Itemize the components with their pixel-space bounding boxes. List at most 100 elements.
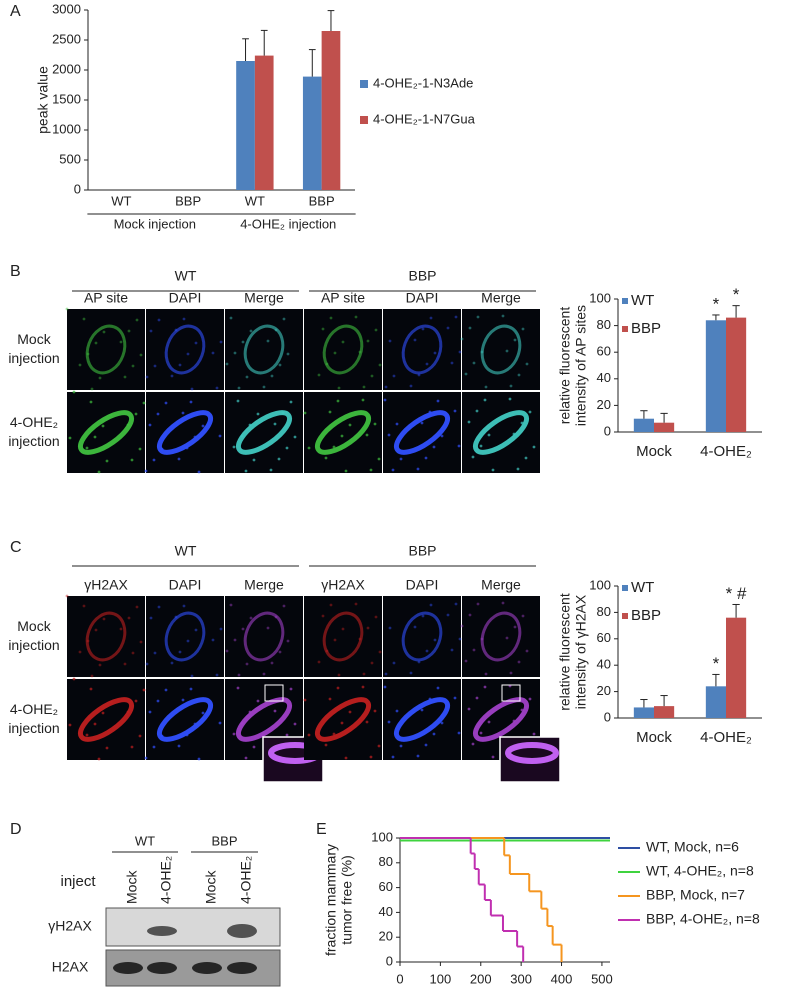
nucleus-dot [237, 386, 241, 390]
nucleus-dot [374, 328, 378, 332]
nucleus-dot [303, 698, 307, 702]
nucleus-dot [324, 456, 328, 460]
column-label: AP site [84, 290, 128, 306]
nucleus-dot [388, 339, 392, 343]
legend-swatch [622, 585, 628, 591]
nucleus-dot [273, 422, 277, 426]
panel-label: E [316, 821, 327, 838]
y-tick-label: 40 [597, 657, 611, 672]
nucleus-dot [321, 327, 325, 331]
x-tick-label: 300 [510, 971, 532, 986]
y-tick-label: 2500 [52, 31, 81, 46]
nucleus-dot [409, 384, 413, 388]
nucleus-dot [139, 353, 143, 357]
y-tick-label: 3000 [52, 1, 81, 16]
nucleus-dot [119, 340, 123, 344]
nucleus-dot [134, 699, 138, 703]
nucleus-dot [366, 626, 370, 630]
y-tick-label: 2000 [52, 61, 81, 76]
nucleus-dot [278, 363, 282, 367]
nucleus-dot [391, 755, 395, 759]
column-label: DAPI [169, 577, 202, 593]
nucleus-dot [68, 723, 72, 727]
duct [314, 410, 372, 455]
nucleus-dot [521, 614, 525, 618]
nucleus-dot [149, 616, 153, 620]
panel-label: D [10, 821, 22, 838]
duct [401, 324, 443, 375]
y-tick-label: 1000 [52, 121, 81, 136]
nucleus-dot [341, 627, 345, 631]
micrograph [225, 392, 303, 473]
column-group-header: WT [175, 268, 197, 284]
x-tick-label: 400 [551, 971, 573, 986]
nucleus-dot [528, 697, 532, 701]
micrograph [225, 596, 303, 677]
nucleus-dot [123, 662, 127, 666]
nucleus-dot [505, 636, 509, 640]
micrograph [462, 392, 540, 473]
row-label: γH2AX [48, 918, 92, 934]
y-tick-label: 1500 [52, 91, 81, 106]
column-group-header: WT [175, 543, 197, 559]
nucleus-dot [508, 397, 512, 401]
nucleus-dot [282, 604, 286, 608]
row-title: inject [60, 873, 96, 890]
nucleus-dot [378, 363, 382, 367]
nucleus-dot [303, 411, 307, 415]
nucleus-dot [131, 651, 135, 655]
nucleus-dot [416, 754, 420, 758]
nucleus-dot [102, 330, 106, 334]
nucleus-dot [361, 398, 365, 402]
nucleus-dot [517, 660, 521, 664]
nucleus-dot [119, 627, 123, 631]
nucleus-dot [131, 364, 135, 368]
nucleus-dot [90, 387, 94, 391]
nucleus-dot [236, 686, 240, 690]
nucleus-dot [446, 613, 450, 617]
nucleus-dot [340, 721, 344, 725]
nucleus-dot [476, 602, 480, 606]
nucleus-dot [328, 410, 332, 414]
nucleus-dot [440, 721, 444, 725]
legend-label: WT, Mock, n=6 [646, 839, 739, 855]
bar [705, 320, 726, 432]
nucleus-dot [332, 445, 336, 449]
nucleus-dot [189, 400, 193, 404]
micrograph [383, 596, 461, 677]
nucleus-dot [369, 755, 373, 759]
annotation: * [713, 654, 720, 673]
nucleus-dot [377, 744, 381, 748]
nucleus-dot [157, 605, 161, 609]
nucleus-dot [293, 722, 297, 726]
nucleus-dot [245, 662, 249, 666]
lane-label: Mock [203, 870, 219, 904]
nucleus-dot [383, 685, 387, 689]
nucleus-dot [337, 673, 341, 677]
nucleus-dot [142, 401, 146, 405]
nucleus-dot [354, 602, 358, 606]
bar [705, 686, 726, 718]
legend-swatch [360, 116, 368, 124]
nucleus-dot [453, 696, 457, 700]
nucleus-dot [93, 722, 97, 726]
nucleus-dot [82, 604, 86, 608]
nucleus-dot [333, 638, 337, 642]
y-tick-label: 100 [371, 829, 393, 844]
legend-label: WT [631, 292, 654, 309]
nucleus-dot [130, 458, 134, 462]
nucleus-dot [270, 661, 274, 665]
nucleus-dot [194, 341, 198, 345]
y-tick-label: 0 [604, 423, 611, 438]
x-tick-label: WT [245, 193, 265, 208]
nucleus-dot [501, 314, 505, 318]
bar [633, 418, 654, 432]
panel-label: C [10, 539, 22, 556]
nucleus-dot [333, 351, 337, 355]
inset-signal [505, 742, 559, 764]
nucleus-dot [525, 362, 529, 366]
band [113, 962, 143, 974]
nucleus-dot [365, 433, 369, 437]
column-group-header: BBP [408, 268, 436, 284]
nucleus-dot [395, 422, 399, 426]
